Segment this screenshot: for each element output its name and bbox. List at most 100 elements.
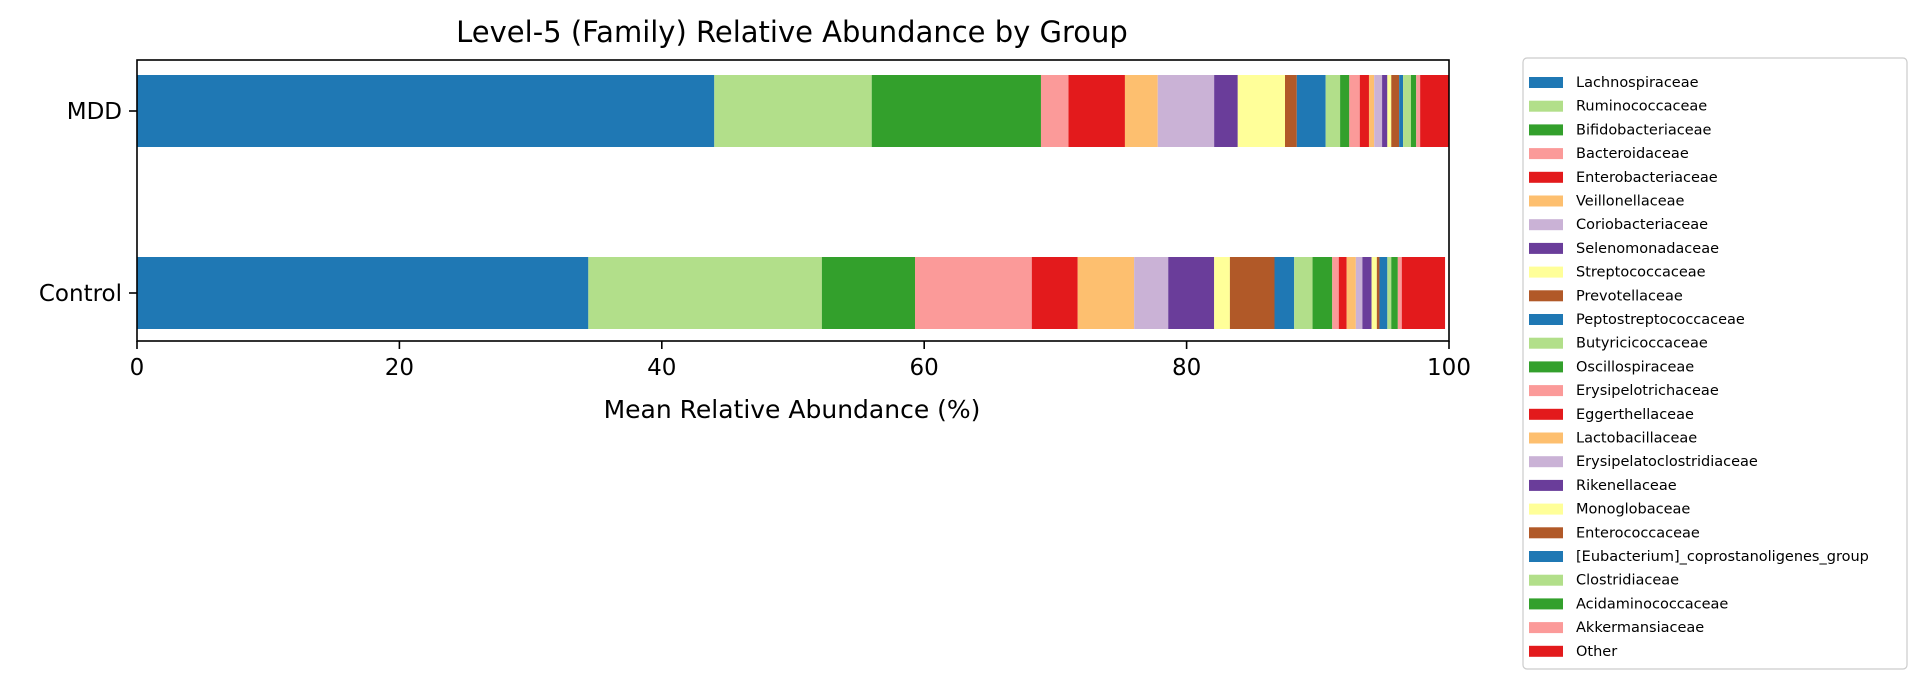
legend-label: Bacteroidaceae bbox=[1576, 146, 1689, 162]
y-tick-label: Control bbox=[39, 281, 122, 307]
bar-segment-control-9 bbox=[1229, 257, 1275, 329]
plot-bars bbox=[137, 75, 1449, 329]
legend-swatch bbox=[1529, 432, 1563, 444]
legend-swatch bbox=[1529, 337, 1563, 349]
bar-segment-control-5 bbox=[1077, 257, 1135, 329]
legend-swatch bbox=[1529, 266, 1563, 278]
bar-segment-control-22 bbox=[1391, 257, 1398, 329]
legend-label: Erysipelotrichaceae bbox=[1576, 383, 1719, 399]
bar-segment-mdd-22 bbox=[1410, 75, 1417, 147]
legend-label: Selenomonadaceae bbox=[1576, 241, 1719, 257]
bar-segment-mdd-0 bbox=[137, 75, 715, 147]
bar-segment-control-8 bbox=[1214, 257, 1230, 329]
bar-segment-control-4 bbox=[1031, 257, 1078, 329]
legend-label: Ruminococcaceae bbox=[1576, 99, 1707, 115]
bar-segment-control-7 bbox=[1168, 257, 1215, 329]
bar-segment-mdd-17 bbox=[1382, 75, 1388, 147]
x-tick-label: 80 bbox=[1172, 355, 1201, 381]
legend-swatch bbox=[1529, 479, 1563, 491]
bar-segment-control-0 bbox=[137, 257, 589, 329]
bar-segment-control-6 bbox=[1134, 257, 1169, 329]
bar-segment-mdd-2 bbox=[871, 75, 1041, 147]
bar-segment-mdd-23 bbox=[1416, 75, 1421, 147]
bar-segment-control-23 bbox=[1397, 257, 1402, 329]
bar-segment-mdd-16 bbox=[1374, 75, 1383, 147]
bar-segment-control-20 bbox=[1379, 257, 1388, 329]
legend-swatch bbox=[1529, 385, 1563, 397]
bar-segment-mdd-20 bbox=[1399, 75, 1404, 147]
legend-entries: Lachnospiraceae Ruminococcaceae Bifidobact… bbox=[1529, 75, 1869, 660]
legend-label: Acidaminococcaceae bbox=[1576, 596, 1728, 612]
x-axis-label: Mean Relative Abundance (%) bbox=[604, 395, 981, 424]
plot-frame bbox=[136, 59, 1450, 342]
bar-segment-mdd-15 bbox=[1368, 75, 1375, 147]
bar-segment-mdd-4 bbox=[1068, 75, 1125, 147]
bar-segment-mdd-21 bbox=[1403, 75, 1411, 147]
bar-segment-mdd-9 bbox=[1285, 75, 1297, 147]
legend-swatch bbox=[1529, 148, 1563, 160]
legend-label: Streptococcaceae bbox=[1576, 265, 1706, 281]
legend-swatch bbox=[1529, 77, 1563, 88]
bar-segment-control-12 bbox=[1312, 257, 1333, 329]
legend-frame bbox=[1522, 57, 1908, 670]
bar-segment-control-10 bbox=[1274, 257, 1295, 329]
legend: Lachnospiraceae Ruminococcaceae Bifidobact… bbox=[1522, 57, 1908, 670]
legend-swatch bbox=[1529, 574, 1563, 586]
bar-segment-control-3 bbox=[915, 257, 1032, 329]
x-tick-label: 60 bbox=[910, 355, 939, 381]
bar-segment-mdd-24 bbox=[1420, 75, 1449, 147]
bar-segment-mdd-14 bbox=[1359, 75, 1369, 147]
legend-swatch bbox=[1529, 171, 1563, 183]
legend-label: Bifidobacteriaceae bbox=[1576, 122, 1712, 138]
bar-segment-control-16 bbox=[1355, 257, 1363, 329]
bar-segment-control-21 bbox=[1387, 257, 1392, 329]
x-tick-label: 0 bbox=[130, 355, 145, 381]
x-tick-label: 20 bbox=[385, 355, 414, 381]
legend-swatch bbox=[1529, 622, 1563, 634]
x-axis: 0 20 40 60 80 100 bbox=[130, 341, 1471, 381]
legend-swatch bbox=[1529, 100, 1563, 112]
bar-segment-mdd-18 bbox=[1387, 75, 1392, 147]
legend-label: Prevotellaceae bbox=[1576, 288, 1683, 304]
bar-segment-control-1 bbox=[588, 257, 822, 329]
legend-swatch bbox=[1529, 124, 1563, 136]
legend-swatch bbox=[1529, 551, 1563, 562]
bar-segment-mdd-7 bbox=[1214, 75, 1238, 147]
legend-label: Clostridiaceae bbox=[1576, 573, 1679, 589]
bar-segment-control-11 bbox=[1294, 257, 1313, 329]
bar-segment-control-19 bbox=[1376, 257, 1380, 329]
bar-segment-mdd-1 bbox=[714, 75, 872, 147]
legend-label: Rikenellaceae bbox=[1576, 478, 1677, 494]
bar-segment-control-15 bbox=[1346, 257, 1356, 329]
bar-segment-mdd-10 bbox=[1296, 75, 1326, 147]
legend-label: Enterobacteriaceae bbox=[1576, 170, 1718, 186]
x-tick-label: 40 bbox=[647, 355, 676, 381]
legend-swatch bbox=[1529, 456, 1563, 468]
bar-segment-mdd-8 bbox=[1237, 75, 1285, 147]
y-axis: MDD Control bbox=[39, 99, 137, 307]
legend-label: Veillonellaceae bbox=[1576, 194, 1685, 210]
legend-label: Enterococcaceae bbox=[1576, 525, 1700, 541]
legend-label: Oscillospiraceae bbox=[1576, 359, 1694, 375]
legend-label: Lactobacillaceae bbox=[1576, 431, 1697, 447]
bar-segment-control-2 bbox=[821, 257, 916, 329]
legend-label: Peptostreptococcaceae bbox=[1576, 312, 1745, 328]
bar-segment-control-14 bbox=[1338, 257, 1347, 329]
y-tick-label: MDD bbox=[67, 99, 122, 125]
bar-segment-mdd-6 bbox=[1157, 75, 1215, 147]
bar-segment-control-18 bbox=[1371, 257, 1377, 329]
bar-segment-mdd-5 bbox=[1124, 75, 1158, 147]
legend-swatch bbox=[1529, 290, 1563, 302]
bar-segment-control-24 bbox=[1401, 257, 1446, 329]
legend-swatch bbox=[1529, 361, 1563, 373]
legend-swatch bbox=[1529, 219, 1563, 231]
bar-segment-control-13 bbox=[1332, 257, 1339, 329]
legend-swatch bbox=[1529, 314, 1563, 325]
legend-label: Other bbox=[1576, 644, 1617, 660]
bar-segment-mdd-12 bbox=[1340, 75, 1350, 147]
legend-label: Akkermansiaceae bbox=[1576, 620, 1704, 636]
bar-segment-mdd-19 bbox=[1391, 75, 1400, 147]
legend-label: Coriobacteriaceae bbox=[1576, 217, 1708, 233]
legend-label: Lachnospiraceae bbox=[1576, 75, 1699, 91]
